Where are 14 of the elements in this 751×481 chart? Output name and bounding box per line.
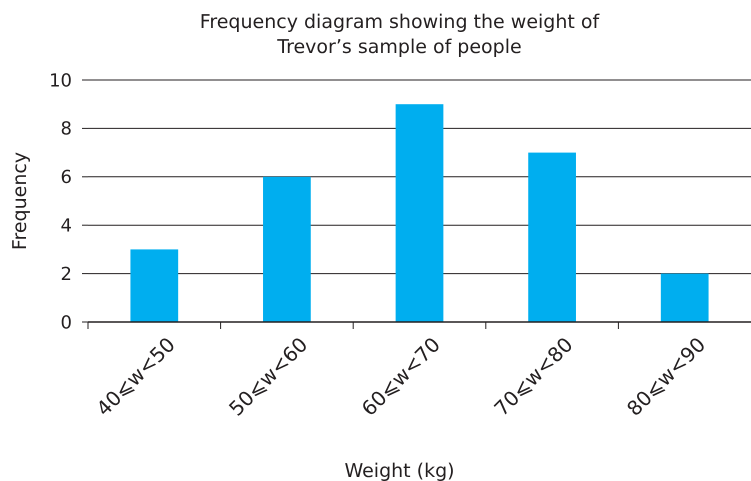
bar <box>660 274 709 322</box>
bar <box>396 104 444 322</box>
y-tick-label: 10 <box>49 70 72 92</box>
y-tick-label: 2 <box>60 264 72 285</box>
bar <box>263 176 311 322</box>
y-tick-label: 0 <box>60 312 72 334</box>
y-tick-label: 4 <box>60 216 72 236</box>
bar <box>528 152 576 322</box>
y-axis-title: Frequency <box>9 152 31 250</box>
bar <box>130 249 178 322</box>
x-axis-title: Weight (kg) <box>344 460 455 481</box>
chart-title: Frequency diagram showing the weight of Trevor’s sample of people <box>200 11 601 58</box>
y-tick-label: 8 <box>60 118 72 140</box>
y-tick-label: 6 <box>60 167 72 188</box>
